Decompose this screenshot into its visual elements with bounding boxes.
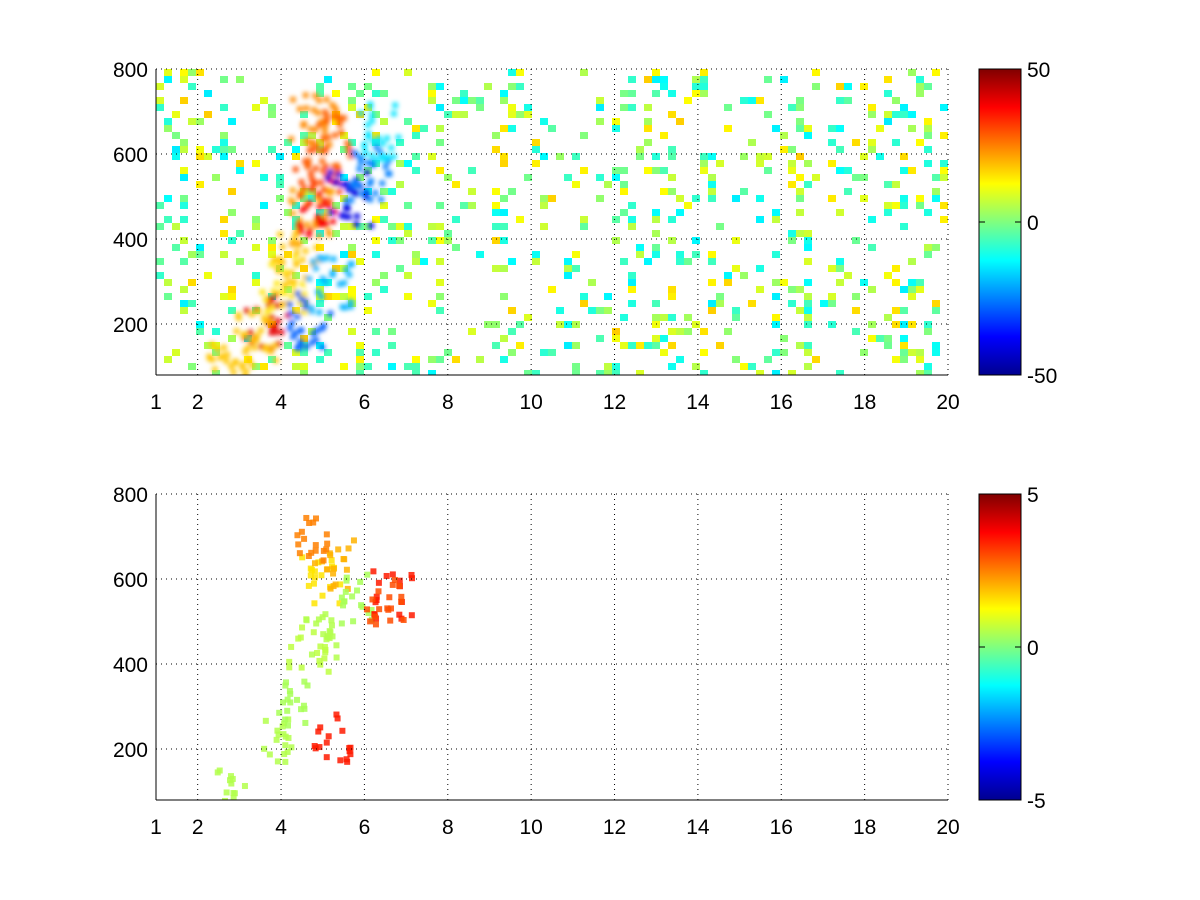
- x-tick-label: 18: [853, 391, 876, 414]
- heatmap-feature: [288, 92, 340, 148]
- colorbar-tick-label: 5: [1027, 484, 1039, 507]
- heatmap-feature: [232, 308, 279, 369]
- grid: [156, 493, 949, 800]
- heatmap-feature: [294, 514, 331, 564]
- heatmap-feature: [303, 611, 340, 661]
- heatmap-feature: [305, 254, 355, 316]
- colorbar-tick-label: 0: [1027, 212, 1039, 235]
- x-tick-label: 12: [603, 816, 626, 839]
- y-tick-label: 600: [113, 144, 148, 167]
- y-tick-label: 600: [113, 569, 148, 592]
- x-tick-label: 10: [519, 391, 542, 414]
- x-tick-label: 14: [686, 816, 710, 839]
- x-tick-label: 14: [686, 391, 710, 414]
- colorbar-tick-label: -5: [1027, 790, 1046, 813]
- feature-layer: [206, 92, 402, 375]
- x-tick-label: 18: [853, 816, 876, 839]
- heatmap-feature: [214, 767, 248, 800]
- heatmap-feature: [338, 571, 375, 627]
- heatmap-feature: [325, 169, 375, 229]
- x-tick-label: 10: [519, 816, 542, 839]
- x-tick-label: 20: [936, 391, 959, 414]
- y-tick-label: 200: [113, 314, 148, 337]
- heatmap-feature: [261, 716, 295, 765]
- grid: [156, 68, 949, 375]
- heatmap-feature: [286, 290, 334, 352]
- colorbar: [978, 493, 1022, 801]
- x-tick-label: 8: [442, 391, 454, 414]
- heatmap-feature: [304, 109, 354, 170]
- y-tick-label: 400: [113, 654, 148, 677]
- x-tick-label: 6: [359, 391, 371, 414]
- y-tick-label: 800: [113, 484, 148, 507]
- x-tick-label: 2: [192, 816, 204, 839]
- heatmap-feature: [343, 144, 393, 204]
- noise-texture: [156, 69, 948, 375]
- heatmap-feature: [276, 678, 311, 729]
- x-tick-label: 1: [150, 391, 162, 414]
- colorbar-tick-label: 0: [1027, 637, 1039, 660]
- x-tick-label: 20: [936, 816, 959, 839]
- feature-layer: [214, 514, 416, 800]
- heatmap-feature: [363, 576, 407, 628]
- heatmap-feature: [206, 341, 252, 375]
- x-tick-label: 4: [275, 816, 287, 839]
- x-tick-label: 16: [770, 816, 793, 839]
- x-tick-label: 1: [150, 816, 162, 839]
- colorbar-tick-label: 50: [1027, 59, 1050, 82]
- y-tick-label: 400: [113, 229, 148, 252]
- heatmap-feature: [311, 711, 354, 765]
- x-tick-label: 16: [770, 391, 793, 414]
- x-tick-label: 6: [359, 816, 371, 839]
- y-tick-label: 800: [113, 59, 148, 82]
- heatmap-feature: [357, 101, 402, 163]
- x-tick-label: 4: [275, 391, 287, 414]
- colorbar-tick-label: -50: [1027, 365, 1057, 388]
- x-tick-label: 12: [603, 391, 626, 414]
- x-tick-label: 2: [192, 391, 204, 414]
- x-tick-label: 8: [442, 816, 454, 839]
- y-tick-label: 200: [113, 739, 148, 762]
- colorbar: [978, 68, 1022, 376]
